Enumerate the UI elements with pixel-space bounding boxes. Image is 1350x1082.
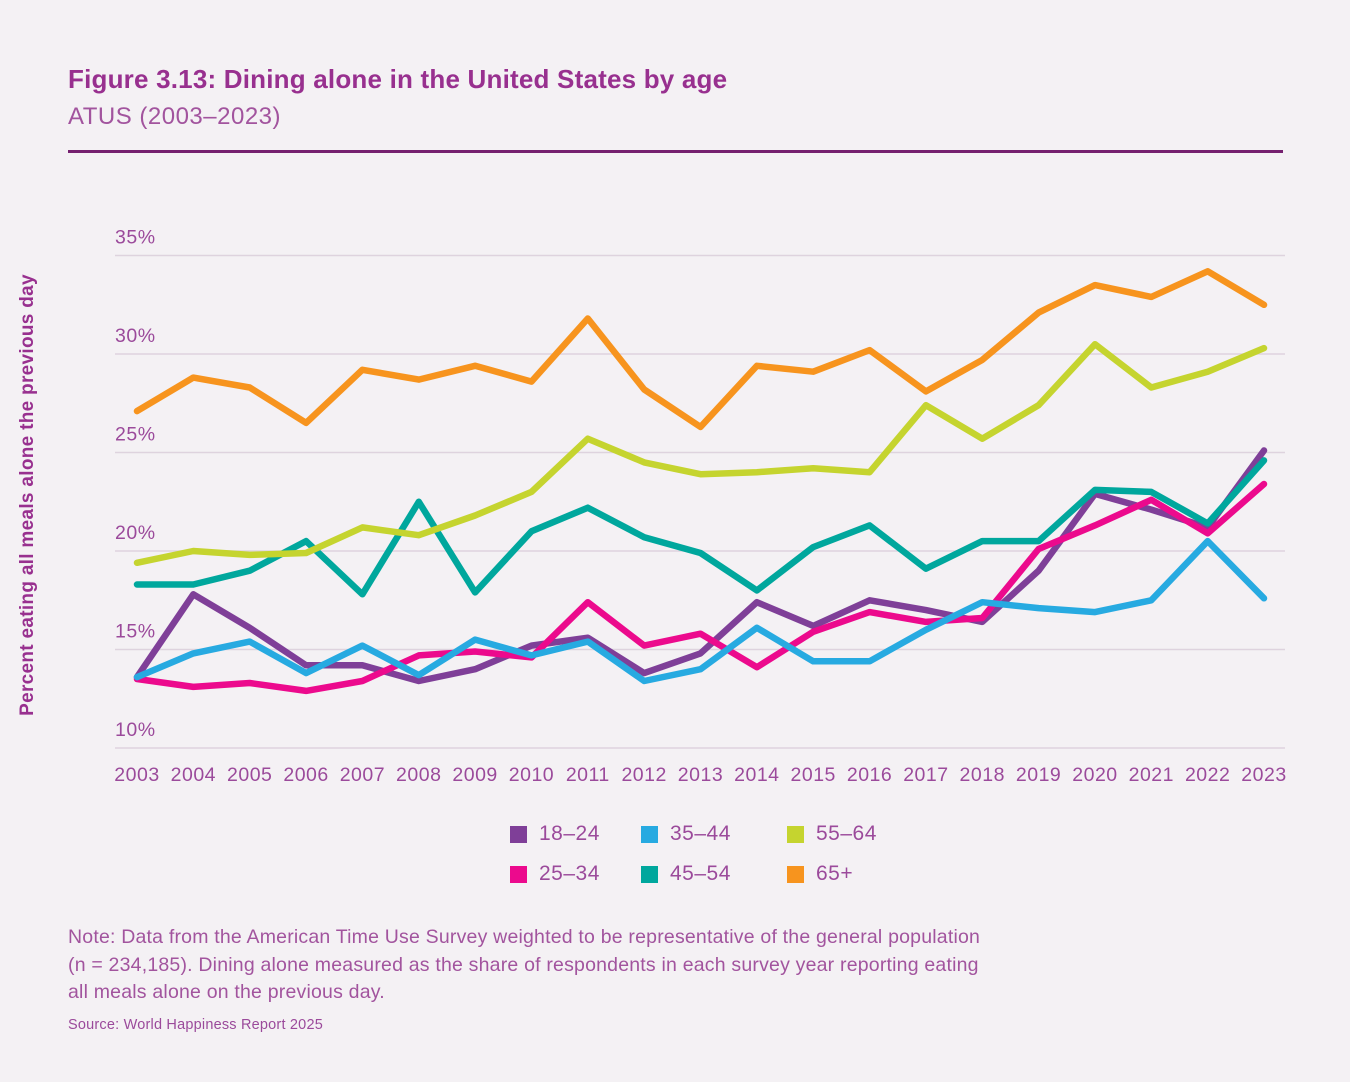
x-tick-label-2006: 2006 [283,764,328,786]
y-tick-label-30: 30% [115,325,156,347]
x-tick-label-2011: 2011 [566,764,610,786]
legend-swatch-35-44 [641,825,658,843]
y-tick-label-15: 15% [115,621,156,643]
x-tick-label-2014: 2014 [734,764,779,786]
x-tick-label-2013: 2013 [678,764,723,786]
x-tick-label-2003: 2003 [114,764,159,786]
figure-note: Note: Data from the American Time Use Su… [68,924,980,1007]
x-tick-label-2008: 2008 [396,764,441,786]
legend-label-45-54: 45–54 [670,862,731,885]
note-line-2: (n = 234,185). Dining alone measured as … [68,953,979,976]
legend-label-55-64: 55–64 [816,822,877,845]
legend-swatch-45-54 [641,865,658,883]
legend-swatch-18-24 [510,825,527,843]
legend-label-25-34: 25–34 [539,862,600,885]
x-tick-label-2015: 2015 [791,764,836,786]
legend-swatch-25-34 [510,865,527,883]
y-tick-label-10: 10% [115,719,156,741]
legend-label-18-24: 18–24 [539,822,600,845]
legend-item-55-64: 55–64 [787,822,877,846]
x-tick-label-2022: 2022 [1185,764,1230,786]
legend-swatch-55-64 [787,825,804,843]
x-tick-label-2021: 2021 [1129,764,1174,786]
x-tick-label-2018: 2018 [960,764,1005,786]
x-tick-label-2016: 2016 [847,764,892,786]
y-tick-label-35: 35% [115,227,156,249]
legend-item-18-24: 18–24 [510,822,641,846]
y-tick-label-20: 20% [115,522,156,544]
series-line-18-24 [133,447,1268,685]
x-tick-label-2007: 2007 [340,764,385,786]
x-tick-label-2004: 2004 [171,764,216,786]
x-tick-label-2012: 2012 [621,764,666,786]
note-line-3: all meals alone on the previous day. [68,981,385,1003]
series-line-25-34 [133,480,1268,695]
x-tick-label-2017: 2017 [903,764,948,786]
series-line-35-44 [133,537,1268,685]
title-divider [68,150,1283,153]
y-tick-label-25: 25% [115,424,156,446]
x-tick-label-2019: 2019 [1016,764,1061,786]
figure-title: Figure 3.13: Dining alone in the United … [68,64,728,94]
legend-label-35-44: 35–44 [670,822,731,845]
source-line: Source: World Happiness Report 2025 [68,1017,323,1033]
x-tick-label-2009: 2009 [452,764,497,786]
note-line-1: Note: Data from the American Time Use Su… [68,926,981,948]
x-tick-label-2020: 2020 [1072,764,1117,786]
figure-subtitle: ATUS (2003–2023) [68,103,282,130]
legend-item-25-34: 25–34 [510,862,641,886]
legend-item-35-44: 35–44 [641,822,787,846]
x-tick-label-2023: 2023 [1241,764,1286,786]
x-tick-label-2005: 2005 [227,764,272,786]
series-line-65+ [133,268,1268,431]
legend-label-65plus: 65+ [816,862,854,885]
series-line-45-54 [133,457,1268,598]
legend-swatch-65plus [787,865,804,883]
chart-legend: 18–24 35–44 55–64 25–34 45–54 65+ [510,822,877,886]
x-tick-label-2010: 2010 [509,764,554,786]
series-line-55-64 [133,340,1268,567]
legend-item-45-54: 45–54 [641,862,787,886]
legend-item-65plus: 65+ [787,862,877,886]
